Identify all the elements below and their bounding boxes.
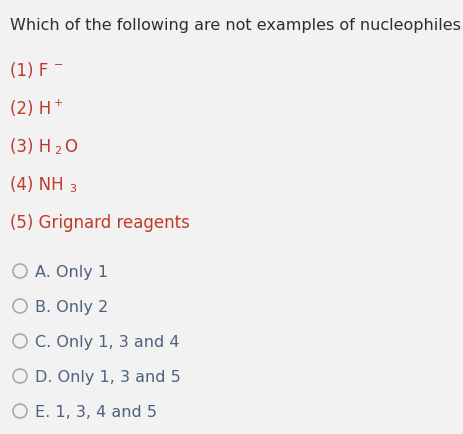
Text: D. Only 1, 3 and 5: D. Only 1, 3 and 5 <box>35 369 181 384</box>
Text: (5) Grignard reagents: (5) Grignard reagents <box>10 214 190 231</box>
Text: 3: 3 <box>69 184 76 194</box>
Text: −: − <box>54 60 63 70</box>
Text: +: + <box>54 98 63 108</box>
Text: 2: 2 <box>54 146 61 156</box>
Text: (3) H: (3) H <box>10 138 51 156</box>
Text: (4) NH: (4) NH <box>10 176 63 194</box>
Text: (2) H: (2) H <box>10 100 51 118</box>
Text: E. 1, 3, 4 and 5: E. 1, 3, 4 and 5 <box>35 404 157 419</box>
Text: C. Only 1, 3 and 4: C. Only 1, 3 and 4 <box>35 334 180 349</box>
Text: B. Only 2: B. Only 2 <box>35 299 108 314</box>
Text: Which of the following are not examples of nucleophiles: Which of the following are not examples … <box>10 18 461 33</box>
Text: (1) F: (1) F <box>10 62 48 80</box>
Text: O: O <box>64 138 77 156</box>
Text: A. Only 1: A. Only 1 <box>35 264 108 279</box>
